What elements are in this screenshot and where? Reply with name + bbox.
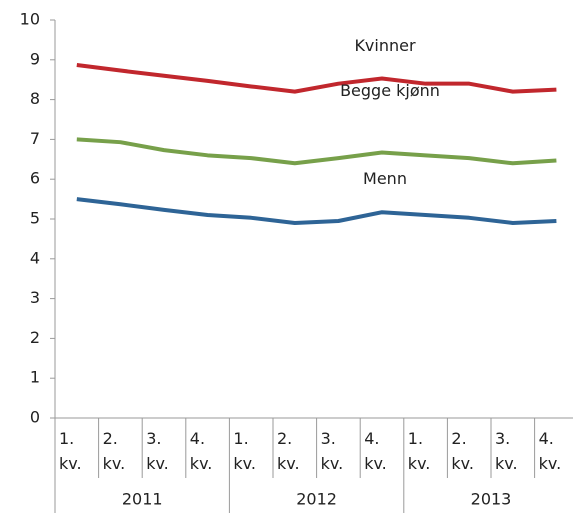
series-line [76, 62, 557, 94]
x-tick-label: 2. kv. [277, 429, 300, 473]
series-label-box: Kvinner [354, 36, 416, 55]
series-label: Kvinner [354, 36, 416, 55]
y-tick-label: 9 [30, 49, 40, 68]
x-tick-label-box: 3. kv. [495, 429, 518, 473]
x-tick-label-box: 4. kv. [538, 429, 562, 473]
x-tick-label-box: 4. kv. [364, 429, 387, 473]
x-tick-label: 1. kv. [233, 429, 256, 473]
x-tick-label-box: 2. kv. [277, 429, 300, 473]
x-tick-label-box: 2. kv. [451, 429, 474, 473]
series-line [76, 137, 557, 166]
y-tick-label: 5 [30, 209, 40, 228]
y-tick-label: 2 [30, 328, 40, 347]
y-tick-label: 1 [30, 368, 40, 387]
x-tick-label-box: 1. kv. [233, 429, 256, 473]
series-label-box: Menn [363, 169, 407, 188]
y-tick-label: 10 [20, 10, 40, 29]
series-label: Begge kjønn [340, 81, 440, 100]
x-tick-label: 4. kv. [538, 429, 562, 473]
x-tick-label: 4. kv. [189, 429, 213, 473]
y-tick-label: 8 [30, 89, 40, 108]
year-label: 2011 [122, 490, 163, 509]
year-label: 2012 [296, 490, 337, 509]
x-tick-label-box: 2. kv. [102, 429, 126, 473]
x-tick-label: 3. kv. [495, 429, 518, 473]
x-tick-label: 4. kv. [364, 429, 387, 473]
y-tick-label: 0 [30, 408, 40, 427]
series-label-box: Begge kjønn [340, 81, 440, 100]
y-tick-label: 7 [30, 129, 40, 148]
x-tick-label: 2. kv. [102, 429, 126, 473]
x-tick-label: 3. kv. [320, 429, 344, 473]
x-tick-label: 1. kv. [407, 429, 431, 473]
x-tick-label: 1. kv. [59, 429, 82, 473]
year-label: 2013 [471, 490, 512, 509]
y-tick-label: 6 [30, 169, 40, 188]
series-label: Menn [363, 169, 407, 188]
x-tick-label-box: 1. kv. [59, 429, 82, 473]
x-tick-label-box: 4. kv. [189, 429, 213, 473]
x-tick-label-box: 1. kv. [407, 429, 431, 473]
y-tick-label: 4 [30, 248, 40, 267]
x-tick-label: 3. kv. [146, 429, 169, 473]
x-tick-label-box: 3. kv. [320, 429, 344, 473]
x-tick-label: 2. kv. [451, 429, 474, 473]
x-tick-label-box: 3. kv. [146, 429, 169, 473]
series-line [76, 197, 557, 225]
y-tick-label: 3 [30, 288, 40, 307]
